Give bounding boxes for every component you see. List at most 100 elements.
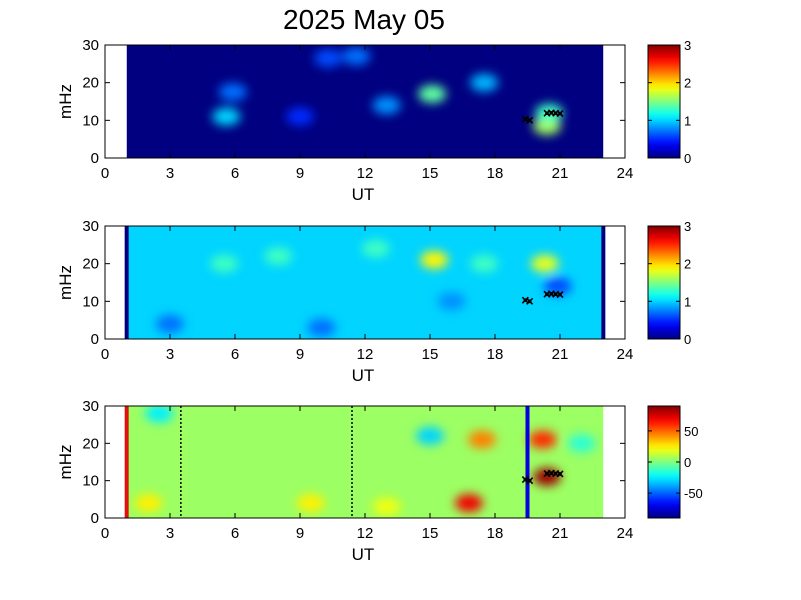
x-tick-label: 0 [101, 346, 109, 363]
heatmap-feature [528, 430, 557, 449]
colorbar-tick-label: 0 [684, 151, 691, 166]
heatmap-feature [418, 84, 447, 103]
colorbar-3: -50 0 50 [647, 405, 703, 519]
colorbar-2: 0 1 2 3 [647, 219, 691, 347]
heatmap-feature [470, 73, 499, 92]
figure-title: 2025 May 05 [283, 4, 445, 35]
x-tick-label: 3 [166, 346, 174, 363]
heatmap-feature [156, 314, 184, 333]
y-tick-label: 30 [82, 398, 99, 415]
marker [526, 477, 534, 485]
heatmap-feature [437, 292, 466, 311]
colorbar-tick-label: 3 [684, 219, 691, 234]
heatmap-feature [530, 254, 559, 273]
heatmap-1 [126, 45, 604, 158]
heatmap-feature [314, 49, 343, 68]
x-tick-label: 6 [231, 525, 239, 542]
heatmap-feature [372, 96, 401, 115]
x-tick-label: 9 [296, 525, 304, 542]
x-tick-label: 21 [552, 525, 569, 542]
marker [556, 290, 564, 299]
colorbar-tick-label: 3 [684, 38, 691, 53]
colorbar-tick-label: 50 [684, 424, 698, 439]
heatmap-feature [468, 430, 496, 449]
y-axis-label: mHz [56, 265, 75, 300]
heatmap-2 [126, 226, 604, 339]
y-tick-label: 10 [82, 293, 99, 310]
heatmap-feature [533, 116, 561, 135]
x-tick-label: 0 [101, 165, 109, 182]
heatmap-feature [361, 239, 390, 258]
colorbar-tick-label: 1 [684, 294, 691, 309]
x-tick-label: 15 [422, 525, 439, 542]
x-tick-label: 18 [487, 165, 504, 182]
heatmap-feature [372, 497, 401, 516]
y-tick-label: 30 [82, 218, 99, 235]
x-tick-label: 12 [357, 165, 374, 182]
y-tick-label: 20 [82, 256, 99, 273]
heatmap-3 [126, 406, 604, 518]
heatmap-feature [264, 247, 293, 266]
x-tick-label: 21 [552, 346, 569, 363]
marker [526, 297, 534, 305]
y-tick-label: 10 [82, 473, 99, 490]
heatmap-feature [218, 83, 247, 102]
heatmap-feature [296, 494, 325, 513]
y-axis-label: mHz [56, 84, 75, 119]
x-tick-label: 6 [231, 346, 239, 363]
y-tick-label: 0 [91, 510, 99, 527]
x-tick-label: 18 [487, 525, 504, 542]
colorbar-tick-label: 2 [684, 257, 691, 272]
y-tick-label: 20 [82, 75, 99, 92]
x-axis-label: UT [352, 545, 375, 564]
x-tick-label: 24 [617, 165, 634, 182]
x-tick-label: 3 [166, 165, 174, 182]
x-tick-label: 15 [422, 165, 439, 182]
x-tick-label: 21 [552, 165, 569, 182]
heatmap-feature [286, 107, 314, 126]
heatmap-feature [533, 467, 561, 486]
x-axis-label: UT [352, 185, 375, 204]
y-axis-label: mHz [56, 445, 75, 480]
heatmap-feature [416, 426, 444, 445]
marker [556, 470, 564, 478]
y-tick-label: 0 [91, 331, 99, 348]
colorbar-tick-label: 2 [684, 76, 691, 91]
heatmap-feature [210, 254, 239, 273]
y-tick-label: 10 [82, 112, 99, 129]
x-tick-label: 12 [357, 525, 374, 542]
y-tick-label: 0 [91, 150, 99, 167]
x-tick-label: 0 [101, 525, 109, 542]
colorbar-tick-label: 1 [684, 113, 691, 128]
heatmap-feature [420, 250, 449, 269]
x-tick-label: 24 [617, 525, 634, 542]
heatmap-feature [134, 494, 163, 513]
x-tick-label: 12 [357, 346, 374, 363]
colorbar-tick-label: 0 [684, 455, 691, 470]
x-axis-label: UT [352, 366, 375, 385]
x-tick-label: 6 [231, 165, 239, 182]
heatmap-feature [535, 103, 564, 122]
x-tick-label: 9 [296, 165, 304, 182]
y-tick-label: 30 [82, 37, 99, 54]
heatmap-feature [567, 434, 596, 453]
heatmap-feature [307, 318, 336, 337]
colorbar-1: 0 1 2 3 [647, 38, 691, 166]
heatmap-feature [212, 107, 241, 126]
x-tick-label: 24 [617, 346, 634, 363]
x-tick-label: 15 [422, 346, 439, 363]
heatmap-background [126, 45, 604, 158]
x-tick-label: 3 [166, 525, 174, 542]
heatmap-feature [455, 494, 483, 513]
colorbar-tick-label: -50 [684, 486, 703, 501]
x-tick-label: 18 [487, 346, 504, 363]
marker [526, 116, 534, 124]
heatmap-background [126, 406, 604, 518]
heatmap-feature [470, 254, 499, 273]
heatmap-feature [342, 47, 371, 66]
heatmap-feature [543, 277, 572, 296]
y-tick-label: 20 [82, 435, 99, 452]
